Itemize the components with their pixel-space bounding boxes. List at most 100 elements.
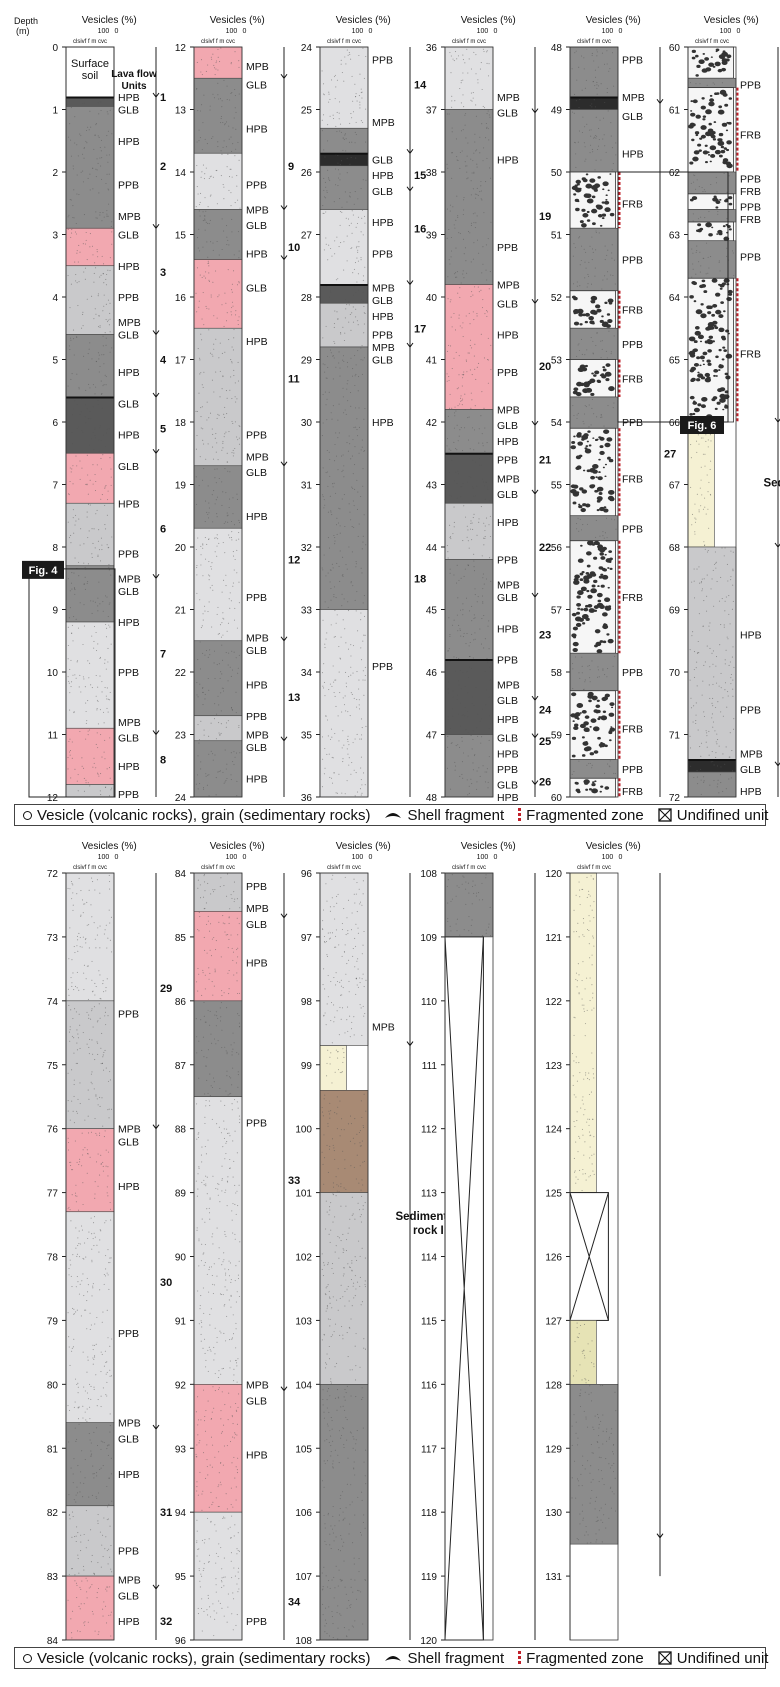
fragment-clast — [571, 445, 576, 449]
fragment-clast — [602, 568, 605, 571]
flow-unit-number: 15 — [414, 170, 426, 182]
vesicle-dot — [335, 696, 336, 697]
vesicle-dot — [692, 514, 693, 515]
vesicle-dot — [100, 1155, 101, 1156]
fragment-clast — [606, 194, 608, 196]
vesicle-dot — [213, 250, 214, 251]
vesicle-dot — [199, 783, 200, 784]
vesicle-dot — [84, 147, 85, 148]
fragment-clast — [575, 466, 580, 470]
vesicle-dot — [352, 551, 353, 552]
vesicle-dot — [732, 569, 733, 570]
vesicle-dot — [234, 254, 235, 255]
vesicle-dot — [329, 754, 330, 755]
fragment-clast — [585, 746, 591, 751]
vesicle-dot — [89, 1313, 90, 1314]
vesicle-dot — [209, 1212, 210, 1213]
vesicle-dot — [355, 158, 356, 159]
lithology-label: PPB — [497, 455, 518, 467]
vesicle-dot — [97, 256, 98, 257]
vesicle-dot — [91, 1039, 92, 1040]
flow-unit-number: 13 — [288, 692, 300, 704]
vesicle-dot — [462, 609, 463, 610]
scale-100: 100 — [720, 28, 732, 35]
vesicle-dot — [83, 243, 84, 244]
vesicle-dot — [88, 1284, 89, 1285]
vesicle-dot — [227, 462, 228, 463]
vesicle-dot — [69, 927, 70, 928]
vesicle-dot — [323, 422, 324, 423]
fragment-clast — [571, 484, 576, 488]
vesicle-dot — [88, 1047, 89, 1048]
vesicle-dot — [332, 757, 333, 758]
vesicle-dot — [73, 330, 74, 331]
vesicle-dot — [482, 601, 483, 602]
lithology-label: PPB — [497, 242, 518, 254]
vesicle-dot — [106, 1486, 107, 1487]
vesicle-dot — [453, 358, 454, 359]
vesicle-dot — [455, 220, 456, 221]
vesicle-dot — [447, 736, 448, 737]
vesicle-dot — [489, 167, 490, 168]
vesicle-dot — [110, 1635, 111, 1636]
vesicle-dot — [460, 325, 461, 326]
depth-tick-label: 94 — [175, 1508, 187, 1519]
lithology-label: PPB — [246, 180, 267, 192]
vesicle-dot — [345, 191, 346, 192]
vesicle-dot — [211, 57, 212, 58]
vesicle-dot — [80, 99, 81, 100]
vesicle-dot — [232, 143, 233, 144]
vesicle-dot — [107, 1372, 108, 1373]
vesicle-dot — [337, 793, 338, 794]
vesicle-dot — [585, 146, 586, 147]
vesicle-dot — [341, 160, 342, 161]
vesicle-dot — [365, 142, 366, 143]
vesicle-dot — [473, 153, 474, 154]
vesicle-dot — [72, 1018, 73, 1019]
vesicle-dot — [212, 94, 213, 95]
fragment-clast — [592, 584, 596, 587]
vesicle-dot — [238, 257, 239, 258]
vesicle-dot — [79, 1159, 80, 1160]
vesicle-dot — [105, 486, 106, 487]
vesicle-dot — [77, 250, 78, 251]
vesicle-dot — [451, 250, 452, 251]
vesicle-dot — [473, 618, 474, 619]
vesicle-dot — [598, 67, 599, 68]
vesicle-dot — [714, 84, 715, 85]
vesicle-dot — [359, 704, 360, 705]
vesicle-dot — [111, 347, 112, 348]
vesicle-dot — [202, 575, 203, 576]
vesicle-dot — [450, 301, 451, 302]
vesicle-dot — [72, 1194, 73, 1195]
vesicle-dot — [338, 740, 339, 741]
vesicle-dot — [221, 154, 222, 155]
vesicle-dot — [469, 58, 470, 59]
vesicle-dot — [73, 1309, 74, 1310]
vesicle-dot — [471, 783, 472, 784]
vesicle-dot — [208, 979, 209, 980]
vesicle-dot — [110, 1569, 111, 1570]
vesicle-dot — [110, 789, 111, 790]
fragment-clast — [601, 715, 608, 720]
vesicle-dot — [215, 433, 216, 434]
fragment-clast — [729, 203, 733, 206]
fragment-clast — [589, 379, 595, 384]
vesicle-dot — [76, 1526, 77, 1527]
vesicle-dot — [104, 1284, 105, 1285]
vesicle-dot — [231, 231, 232, 232]
vesicle-dot — [77, 1245, 78, 1246]
fragment-clast — [711, 227, 713, 229]
vesicle-dot — [323, 93, 324, 94]
vesicle-dot — [708, 550, 709, 551]
vesicle-dot — [87, 1173, 88, 1174]
vesicle-dot — [239, 907, 240, 908]
fragment-clast — [708, 62, 714, 66]
vesicle-dot — [202, 544, 203, 545]
vesicle-dot — [355, 407, 356, 408]
vesicle-dot — [364, 78, 365, 79]
vesicle-dot — [451, 317, 452, 318]
vesicle-dot — [236, 1365, 237, 1366]
vesicle-dot — [220, 624, 221, 625]
